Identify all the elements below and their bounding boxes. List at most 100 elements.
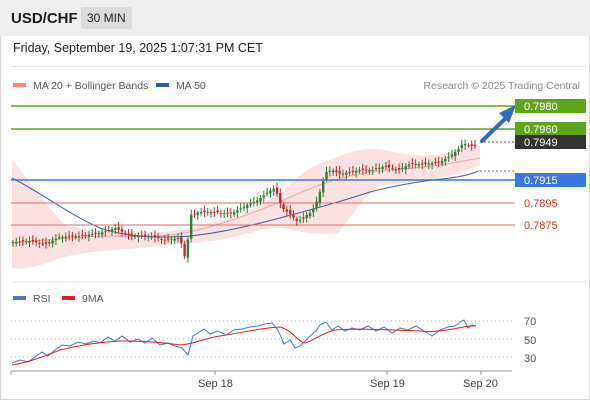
- rsi-axis-50: 50: [524, 335, 536, 347]
- candle-body: [133, 236, 137, 237]
- candle-body: [31, 239, 34, 242]
- candle-body: [242, 206, 246, 208]
- candle-body: [173, 238, 176, 241]
- legend-ma50: MA 50: [156, 80, 206, 92]
- badge-0-7949-label: 0.7949: [524, 137, 558, 149]
- candle-body: [104, 231, 107, 233]
- rsi-swatch-icon: [13, 296, 26, 301]
- ma20-line: [11, 157, 481, 244]
- candle-body: [87, 234, 91, 237]
- candle-body: [186, 239, 190, 258]
- candle-body: [473, 144, 477, 146]
- badge-0-7960: [515, 122, 586, 136]
- candle-body: [345, 172, 348, 175]
- candle-body: [312, 208, 315, 213]
- candle-body: [302, 217, 305, 219]
- candle-body: [15, 241, 18, 244]
- candle-body: [394, 169, 397, 171]
- badge-0-7915: [515, 173, 586, 187]
- candle-body: [467, 145, 470, 147]
- candle-body: [318, 191, 322, 203]
- candle-body: [355, 170, 358, 173]
- x-label-sep19: Sep 19: [370, 378, 405, 390]
- candle-body: [401, 167, 404, 169]
- candle-body: [176, 238, 180, 240]
- candle-body: [183, 243, 186, 257]
- candle-body: [203, 210, 206, 212]
- candle-body: [180, 236, 183, 244]
- candle-body: [391, 168, 394, 170]
- candle-body: [322, 181, 325, 193]
- candle-body: [417, 164, 421, 166]
- candle-body: [308, 213, 312, 217]
- candle-body: [100, 232, 104, 235]
- candle-body: [348, 171, 351, 173]
- candle-body: [305, 215, 308, 219]
- candle-body: [351, 170, 355, 172]
- candle-body: [48, 241, 51, 244]
- badge-0-7960-label: 0.7960: [524, 124, 558, 136]
- level-0-7895-label: 0.7895: [524, 198, 558, 210]
- x-label-sep18: Sep 18: [198, 378, 233, 390]
- candle-body: [94, 232, 97, 234]
- candle-body: [143, 234, 147, 236]
- level-0-7875-label: 0.7875: [524, 220, 558, 232]
- legend-9ma-label: 9MA: [82, 293, 104, 305]
- candle-body: [246, 204, 249, 208]
- candle-body: [444, 158, 447, 162]
- candle-body: [368, 170, 371, 172]
- candle-body: [91, 234, 94, 236]
- candle-body: [454, 152, 457, 157]
- candle-body: [256, 200, 259, 203]
- candle-body: [388, 165, 391, 168]
- candle-body: [11, 241, 15, 243]
- candle-body: [384, 166, 388, 168]
- candle-body: [114, 228, 117, 230]
- ma50-line: [11, 170, 479, 238]
- candle-body: [421, 163, 424, 165]
- candle-body: [170, 239, 173, 241]
- badge-0-7949: [515, 135, 586, 149]
- candle-body: [206, 211, 209, 213]
- candle-body: [447, 156, 450, 158]
- candle-body: [430, 163, 434, 165]
- candle-body: [440, 160, 444, 164]
- candle-body: [279, 192, 282, 204]
- candle-body: [213, 211, 216, 213]
- candle-body: [51, 240, 54, 244]
- candle-body: [364, 169, 368, 171]
- x-label-sep20: Sep 20: [463, 378, 498, 390]
- ma9-line: [11, 325, 476, 366]
- candle-body: [397, 168, 401, 170]
- candle-body: [21, 240, 25, 242]
- candle-body: [28, 241, 31, 243]
- timeframe-button[interactable]: 30 MIN: [81, 7, 132, 29]
- candle-body: [166, 238, 170, 240]
- candle-body: [470, 144, 473, 146]
- candle-body: [147, 236, 150, 237]
- candle-body: [358, 170, 361, 172]
- candle-body: [427, 163, 430, 165]
- rsi-line: [11, 319, 477, 364]
- bollinger-band: [12, 144, 480, 269]
- candle-body: [18, 241, 21, 243]
- candle-body: [292, 214, 295, 218]
- candle-body: [216, 210, 219, 213]
- candle-body: [120, 229, 124, 232]
- candle-body: [335, 170, 338, 173]
- candle-body: [275, 187, 279, 194]
- candle-body: [295, 218, 298, 221]
- forecast-arrow-icon: [480, 105, 516, 143]
- candle-body: [272, 188, 275, 192]
- candle-body: [371, 169, 374, 171]
- candle-body: [239, 208, 242, 210]
- candle-body: [219, 212, 223, 214]
- candle-body: [140, 235, 143, 237]
- rsi-axis-70: 70: [524, 316, 536, 328]
- candle-body: [199, 212, 203, 214]
- candle-body: [74, 236, 77, 238]
- candle-body: [117, 226, 120, 230]
- candle-body: [404, 166, 407, 170]
- candle-body: [77, 236, 81, 238]
